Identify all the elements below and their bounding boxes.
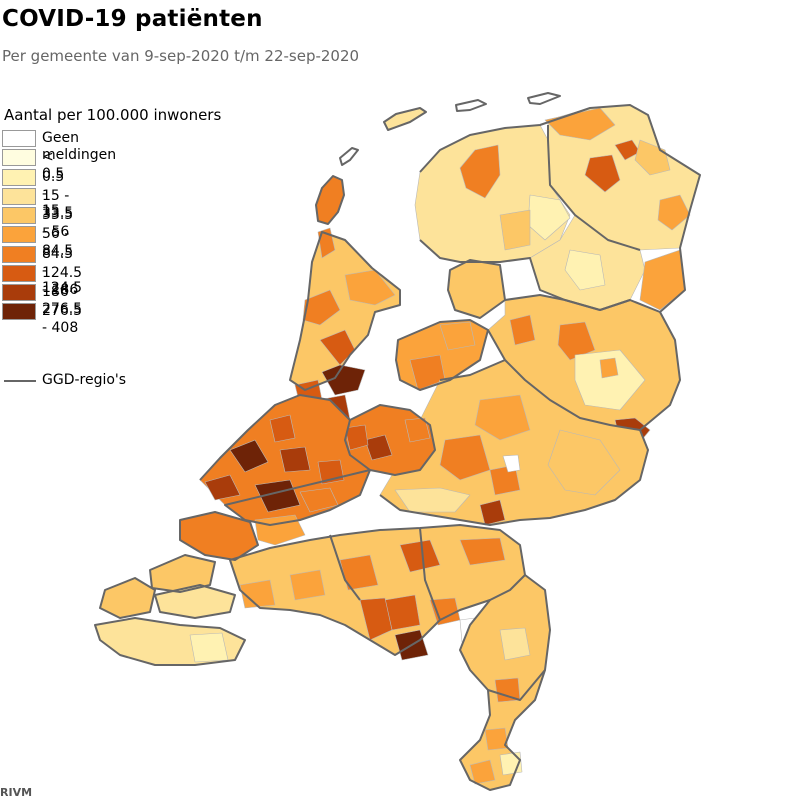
source-label: RIVM bbox=[0, 786, 33, 799]
legend-label: 124.5 - 186 bbox=[42, 264, 83, 298]
municipality-den-haag bbox=[229, 439, 269, 473]
ggd-boundary-flevoland bbox=[395, 319, 489, 391]
municipality-maastricht bbox=[469, 759, 496, 785]
legend-swatch bbox=[2, 168, 36, 186]
municipality-apeldoorn bbox=[474, 394, 531, 441]
municipality-oss bbox=[459, 537, 506, 566]
municipality-breda bbox=[289, 569, 326, 601]
municipality-groningen-east bbox=[657, 194, 691, 231]
ggd-boundary-zeeland bbox=[94, 554, 246, 666]
legend-swatch bbox=[2, 264, 36, 282]
ggd-legend-label: GGD-regio's bbox=[42, 372, 127, 388]
ggd-boundary-zuid-holland bbox=[199, 394, 371, 526]
ggd-boundary-schiermonnikoog bbox=[527, 92, 561, 105]
ggd-boundary-goeree bbox=[179, 511, 259, 561]
ggd-boundary-terschelling bbox=[383, 107, 427, 131]
municipality-leiden bbox=[269, 414, 296, 443]
municipality-amsterdam bbox=[321, 364, 366, 396]
map-title: COVID-19 patiënten bbox=[2, 6, 263, 32]
ggd-boundary-flevoland-noord bbox=[447, 259, 506, 319]
ggd-boundary-gelderland bbox=[379, 359, 649, 526]
municipality-alkmaar bbox=[302, 289, 341, 326]
municipality-zwolle bbox=[509, 314, 536, 346]
municipality-oldambt bbox=[634, 139, 671, 176]
municipality-utrecht-city bbox=[364, 434, 393, 461]
legend-swatch bbox=[2, 187, 36, 205]
municipality-rotterdam bbox=[254, 479, 301, 513]
municipality-emmen bbox=[639, 249, 686, 311]
legend-swatch bbox=[2, 130, 36, 147]
municipality-hoeksche-waard bbox=[254, 514, 306, 546]
municipality-twente-center bbox=[599, 357, 619, 379]
ggd-boundary-limburg-inner bbox=[487, 669, 546, 701]
region-friesland bbox=[414, 124, 571, 263]
municipality-venlo bbox=[499, 627, 531, 661]
municipality-drenthe-center bbox=[564, 249, 606, 291]
legend-title: Aantal per 100.000 inwoners bbox=[4, 106, 222, 124]
legend-label: 15 - 33.5 bbox=[42, 187, 74, 221]
municipality-bergen-op-zoom bbox=[239, 579, 276, 609]
ggd-boundary-texel bbox=[315, 175, 345, 225]
municipality-ede bbox=[439, 434, 491, 481]
municipality-nijmegen bbox=[479, 499, 506, 526]
legend-swatch bbox=[2, 207, 36, 224]
municipality-groningen-north bbox=[544, 107, 616, 141]
municipality-lelystad bbox=[439, 321, 476, 351]
ggd-boundary-utrecht bbox=[344, 404, 436, 476]
legend-swatch bbox=[2, 245, 36, 263]
map-subtitle: Per gemeente van 9-sep-2020 t/m 22-sep-2… bbox=[2, 47, 360, 65]
legend-swatch bbox=[2, 149, 36, 167]
municipality-utrecht-west bbox=[344, 424, 369, 451]
municipality-den-bosch bbox=[399, 539, 441, 573]
ggd-boundary-line bbox=[4, 380, 36, 382]
municipality-terneuzen bbox=[189, 632, 229, 663]
municipality-brabant-south bbox=[359, 597, 393, 641]
legend-label: 0.5 - 15 bbox=[42, 168, 65, 219]
legend-label: 56 - 84,5 bbox=[42, 226, 74, 260]
municipality-zoetermeer bbox=[279, 446, 311, 473]
municipality-groningen-city bbox=[584, 154, 621, 193]
legend-label: < 0.5 bbox=[42, 149, 65, 183]
municipality-sittard bbox=[484, 727, 509, 751]
municipality-leeuwarden bbox=[459, 144, 501, 199]
ggd-boundary-noord-holland bbox=[289, 231, 401, 391]
ggd-boundary-north bbox=[419, 104, 701, 313]
municipality-rivierenland bbox=[394, 487, 471, 513]
legend-label: 276.5 - 408 bbox=[42, 303, 83, 337]
municipality-west-friesland bbox=[344, 269, 396, 306]
legend-label: 84.5 - 124.5 bbox=[42, 245, 83, 296]
municipality-amersfoort bbox=[404, 417, 431, 443]
legend-label: 33.5 - 56 bbox=[42, 207, 74, 240]
municipality-westland bbox=[204, 474, 241, 501]
municipality-zevenaar bbox=[502, 454, 521, 473]
ggd-boundary-overijssel bbox=[487, 294, 681, 431]
ggd-boundary-brabant-inner bbox=[329, 527, 441, 621]
municipality-friesland-east bbox=[499, 209, 531, 251]
legend-label: Geen meldingen bbox=[42, 130, 117, 163]
legend-label: 186 - 276.5 bbox=[42, 284, 83, 317]
ggd-boundary-ameland bbox=[455, 99, 487, 112]
island-texel bbox=[315, 175, 345, 225]
legend-swatch bbox=[2, 226, 36, 244]
ggd-boundary-friesland-groningen bbox=[547, 125, 641, 251]
ggd-boundary-vlieland bbox=[339, 147, 359, 166]
legend-swatch bbox=[2, 284, 36, 301]
municipality-achterhoek bbox=[547, 429, 621, 496]
municipality-twente-north bbox=[574, 349, 646, 411]
region-flevoland-noord bbox=[447, 259, 506, 319]
legend-swatch bbox=[2, 303, 36, 321]
